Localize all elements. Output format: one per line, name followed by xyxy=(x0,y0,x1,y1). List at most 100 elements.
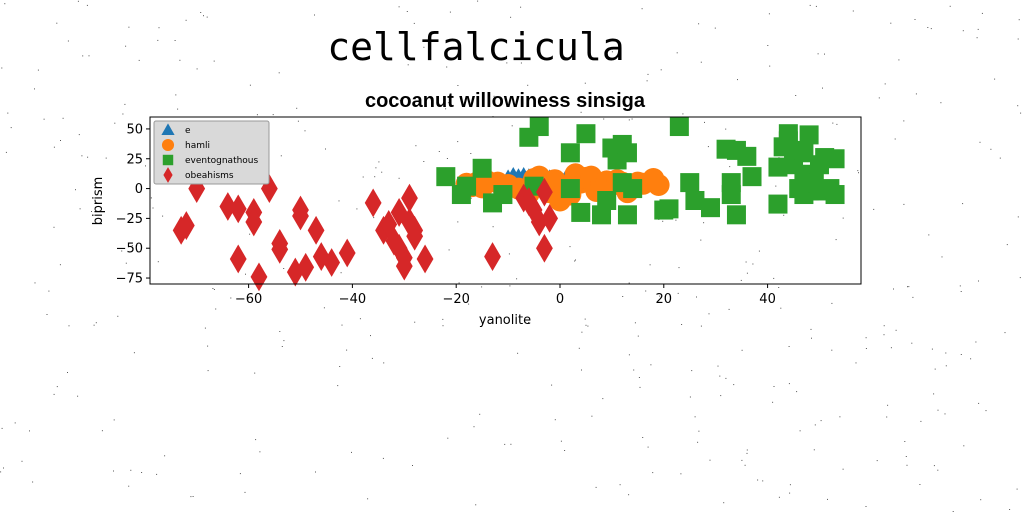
speckle-dot xyxy=(886,416,888,418)
data-point xyxy=(530,207,548,237)
speckle-dot xyxy=(723,502,725,504)
speckle-dot xyxy=(611,51,613,53)
y-axis: −75 −50 −25 0 25 50 xyxy=(116,122,150,287)
speckle-dot xyxy=(940,102,942,104)
speckle-dot xyxy=(457,141,459,143)
speckle-dot xyxy=(130,469,132,471)
speckle-dot xyxy=(737,79,738,81)
speckle-dot xyxy=(356,208,358,210)
speckle-dot xyxy=(796,391,798,393)
data-point xyxy=(597,191,617,210)
speckle-dot xyxy=(728,308,730,310)
legend-label: hamli xyxy=(185,141,210,151)
speckle-dot xyxy=(775,185,777,187)
speckle-dot xyxy=(470,153,472,154)
speckle-dot xyxy=(315,471,316,473)
x-axis: −60 −40 −20 0 20 40 xyxy=(235,284,776,307)
legend: e hamli eventognathous obeahisms xyxy=(153,120,270,185)
speckle-dot xyxy=(164,455,166,457)
speckle-dot xyxy=(105,157,107,159)
speckle-dot xyxy=(340,272,342,274)
speckle-dot xyxy=(346,349,348,351)
speckle-dot xyxy=(78,134,80,136)
data-point xyxy=(457,176,477,196)
speckle-dot xyxy=(822,87,823,89)
speckle-dot xyxy=(470,197,472,199)
speckle-dot xyxy=(359,318,361,320)
speckle-dot xyxy=(447,102,449,104)
speckle-dot xyxy=(423,161,425,162)
speckle-dot xyxy=(719,375,721,377)
speckle-dot xyxy=(254,372,256,374)
speckle-dot xyxy=(339,366,341,367)
speckle-dot xyxy=(906,464,908,466)
speckle-dot xyxy=(239,473,241,475)
speckle-dot xyxy=(442,318,444,320)
legend-marker xyxy=(163,167,173,183)
speckle-dot xyxy=(642,437,644,438)
data-point xyxy=(390,198,408,227)
speckle-dot xyxy=(652,472,654,474)
data-point xyxy=(571,202,591,222)
speckle-dot xyxy=(468,303,470,305)
speckle-dot xyxy=(994,78,996,80)
speckle-dot xyxy=(915,93,917,95)
speckle-dot xyxy=(367,498,369,500)
speckle-dot xyxy=(442,325,444,327)
speckle-dot xyxy=(709,459,711,461)
speckle-dot xyxy=(970,358,972,360)
legend-marker xyxy=(162,154,174,166)
speckle-dot xyxy=(647,446,649,448)
speckle-dot xyxy=(769,65,771,67)
speckle-dot xyxy=(944,413,946,415)
speckle-dot xyxy=(628,494,630,496)
data-point xyxy=(659,199,679,219)
speckle-dot xyxy=(919,484,921,485)
speckle-dot xyxy=(477,0,479,2)
speckle-dot xyxy=(628,119,630,121)
speckle-dot xyxy=(778,496,780,498)
speckle-dot xyxy=(449,11,451,13)
data-point xyxy=(794,143,814,163)
speckle-dot xyxy=(212,288,214,289)
speckle-dot xyxy=(131,245,133,246)
speckle-dot xyxy=(121,250,123,252)
data-point xyxy=(529,117,549,137)
speckle-dot xyxy=(584,318,586,320)
speckle-dot xyxy=(259,451,261,453)
speckle-dot xyxy=(204,327,206,329)
speckle-dot xyxy=(175,94,177,96)
data-point xyxy=(721,185,741,205)
speckle-dot xyxy=(930,28,932,30)
speckle-dot xyxy=(842,468,844,470)
speckle-dot xyxy=(962,30,964,32)
speckle-dot xyxy=(733,384,735,386)
speckle-dot xyxy=(646,80,648,82)
x-tick-label: −40 xyxy=(339,292,366,307)
speckle-dot xyxy=(831,302,833,304)
plot-area xyxy=(149,116,862,292)
data-point xyxy=(825,185,845,205)
data-point xyxy=(768,157,788,177)
speckle-dot xyxy=(53,393,55,395)
speckle-dot xyxy=(740,279,742,281)
speckle-dot xyxy=(281,346,283,347)
y-tick-label: 0 xyxy=(135,182,143,197)
speckle-dot xyxy=(945,352,947,354)
speckle-dot xyxy=(960,354,962,355)
data-point xyxy=(536,177,553,207)
speckle-dot xyxy=(581,369,582,371)
speckle-dot xyxy=(602,398,604,400)
speckle-dot xyxy=(59,264,61,266)
speckle-dot xyxy=(678,267,680,269)
speckle-dot xyxy=(707,146,709,148)
speckle-dot xyxy=(677,292,679,294)
speckle-dot xyxy=(789,492,791,494)
speckle-dot xyxy=(398,177,400,179)
speckle-dot xyxy=(645,290,647,292)
speckle-dot xyxy=(150,197,152,199)
speckle-dot xyxy=(813,449,815,451)
speckle-dot xyxy=(244,491,246,493)
speckle-dot xyxy=(200,12,202,13)
speckle-dot xyxy=(412,465,413,466)
